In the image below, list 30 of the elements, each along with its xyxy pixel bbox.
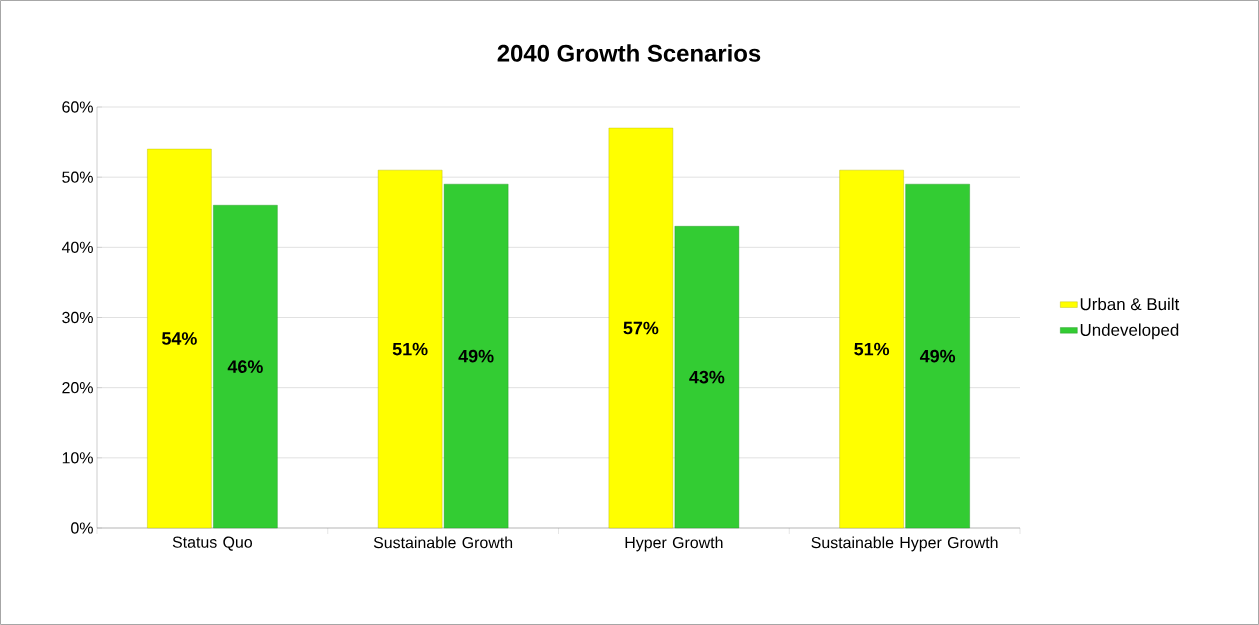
data-label: 54% [161, 332, 197, 345]
bar [443, 183, 509, 529]
y-tick-label: 30% [62, 311, 93, 324]
data-label: 57% [623, 321, 659, 335]
data-label: 51% [392, 342, 428, 356]
x-tick-label: Sustainable Growth [373, 536, 513, 549]
bar [147, 148, 212, 529]
chart-title: 2040 Growth Scenarios [497, 44, 761, 62]
y-tick-label: 60% [62, 101, 93, 113]
y-tick-label: 40% [61, 241, 93, 253]
x-tick-label: Sustainable Hyper Growth [811, 536, 998, 552]
y-tick-label: 10% [62, 452, 93, 464]
data-label: 46% [227, 360, 263, 373]
y-tick-label: 20% [62, 382, 93, 394]
bar [377, 169, 443, 529]
bar [213, 205, 278, 529]
y-tick-label: 0% [71, 522, 93, 534]
data-label: 49% [919, 349, 956, 363]
legend-label: Undeveloped [1080, 323, 1179, 340]
x-tick-label: Status Quo [172, 536, 253, 551]
bar [839, 169, 904, 529]
y-tick-label: 50% [62, 171, 93, 183]
legend-label: Urban & Built [1080, 297, 1180, 311]
bar [608, 127, 674, 529]
bar [905, 183, 970, 529]
bar [674, 226, 740, 529]
data-label: 43% [689, 370, 725, 384]
x-tick-label: Hyper Growth [625, 536, 723, 552]
data-label: 49% [458, 349, 494, 363]
data-label: 51% [854, 342, 890, 356]
